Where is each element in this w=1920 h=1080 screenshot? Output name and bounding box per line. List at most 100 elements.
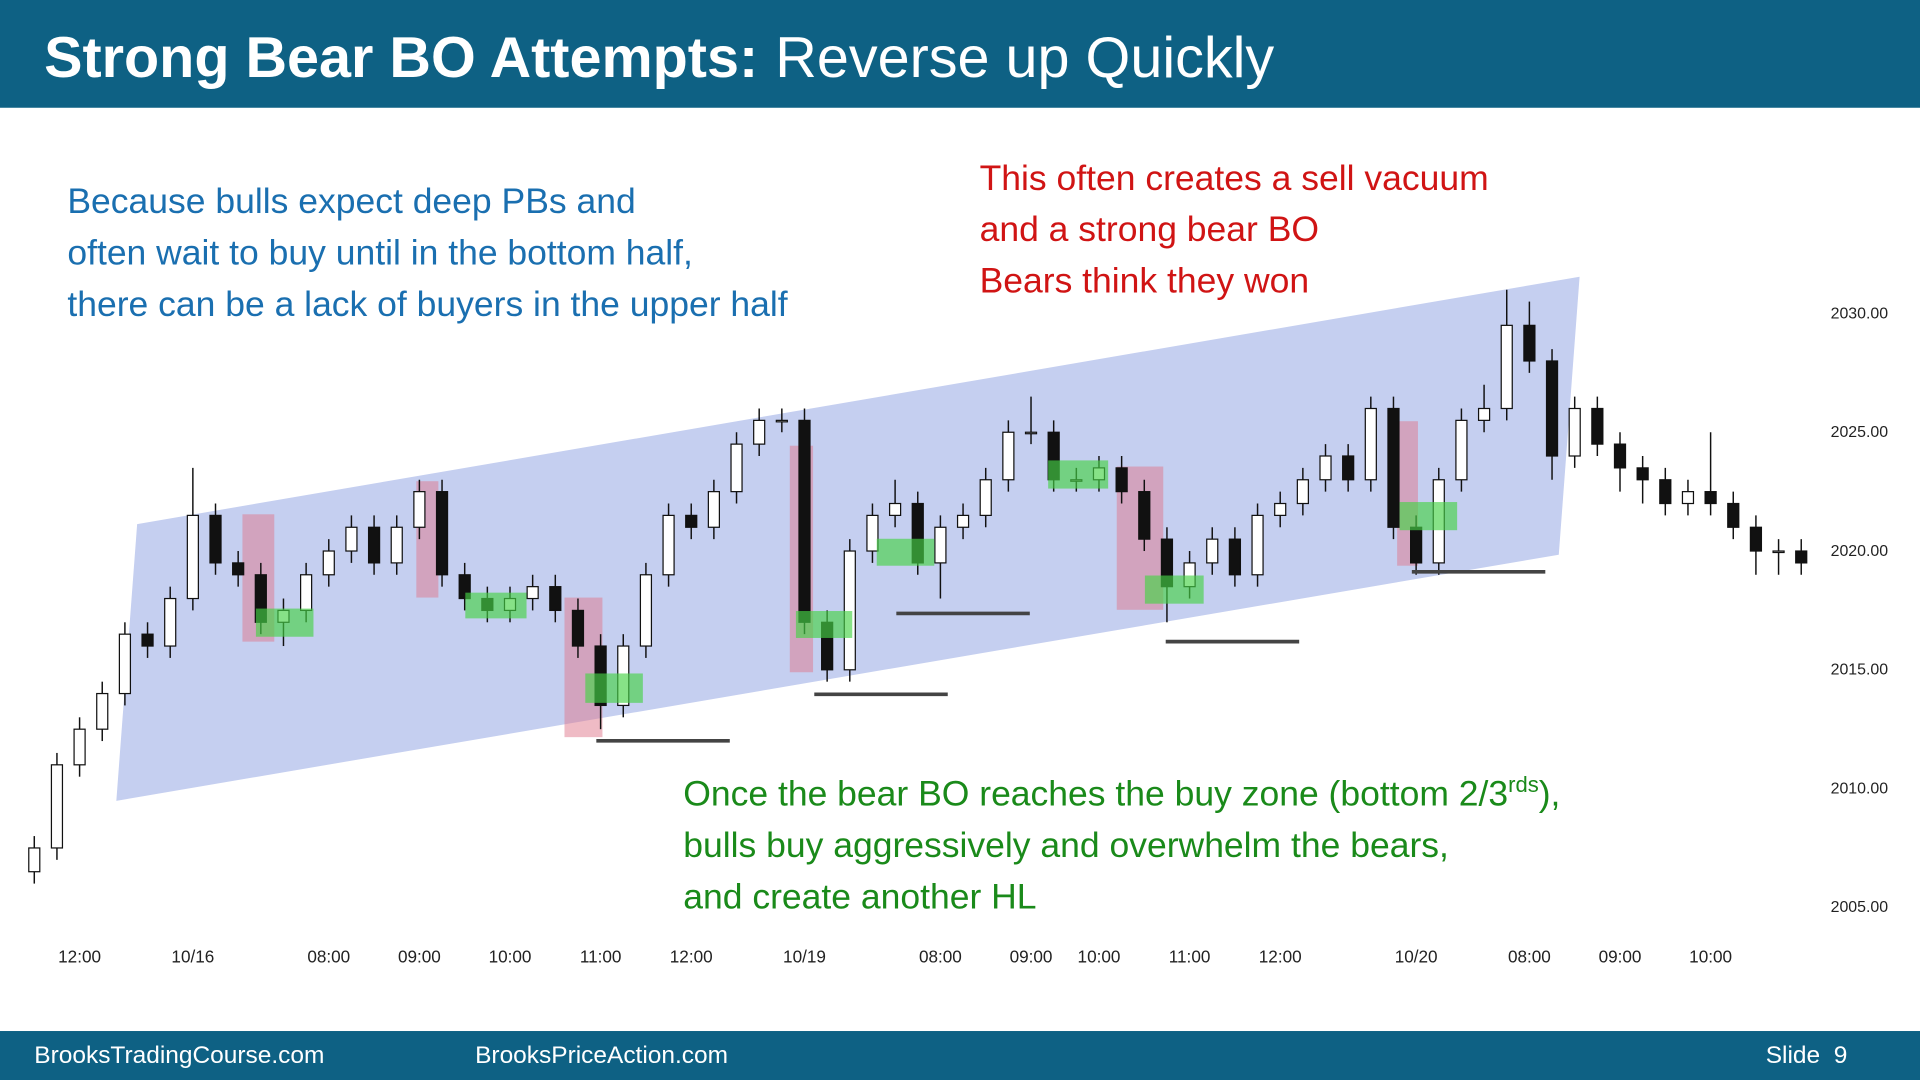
axes: 2005.00 2010.00 2015.00 2020.00 2025.00 2030.… [58, 305, 1888, 966]
candle-body [526, 586, 539, 600]
candle-body [1138, 491, 1151, 540]
candle-body [28, 847, 41, 873]
candle-body [300, 574, 313, 612]
candle-body [1206, 538, 1219, 564]
candle-body [73, 728, 86, 766]
candle-body [685, 514, 698, 528]
slide-number: Slide 9 [1766, 1042, 1848, 1069]
candle-body [1115, 467, 1128, 493]
buy-zone [876, 538, 935, 566]
candle-body [1319, 455, 1332, 481]
y-tick-label: 2025.00 [1831, 424, 1889, 441]
candle-body [888, 502, 902, 517]
annotation-line: often wait to buy until in the bottom ha… [67, 232, 693, 272]
candle-body [1681, 491, 1695, 505]
y-tick-label: 2005.00 [1831, 899, 1889, 916]
candle-body [232, 562, 245, 576]
buy-zone [465, 592, 527, 619]
candle-body [1568, 407, 1581, 457]
buy-zone [1048, 460, 1109, 489]
annotation-line: Once the bear BO reaches the buy zone (b… [683, 772, 1560, 813]
candle-body [50, 764, 64, 849]
candle-body [367, 526, 381, 564]
x-tick-label: 11:00 [1169, 946, 1211, 966]
candle-body [1500, 324, 1513, 410]
candle-body [571, 609, 585, 647]
candle-body [1749, 526, 1763, 552]
candle-body [1364, 407, 1377, 481]
channel [116, 276, 1580, 801]
x-tick-label: 10:00 [1078, 946, 1121, 966]
x-tick-label: 08:00 [307, 946, 350, 966]
title-bold: Strong Bear BO Attempts: [44, 26, 758, 90]
candle-body [164, 597, 177, 647]
candle-body [1024, 431, 1038, 435]
buy-zone [585, 673, 643, 703]
candle-body [1387, 407, 1400, 528]
candle-body [413, 491, 426, 528]
candle-body [730, 443, 743, 493]
candle-body [118, 633, 132, 695]
x-tick-label: 10/19 [783, 946, 826, 966]
x-tick-label: 12:00 [1259, 946, 1302, 966]
candle-body [1274, 502, 1287, 517]
candle-body [979, 479, 992, 516]
annotation-text: Once the bear BO reaches the buy zone (b… [683, 774, 1508, 814]
buy-zone [255, 608, 314, 637]
header-bar [0, 0, 1920, 108]
candle-body [1523, 324, 1536, 362]
footer-bar [0, 1031, 1920, 1080]
annotation-line: and create another HL [683, 877, 1036, 917]
annotation-line: Because bulls expect deep PBs and [67, 181, 635, 221]
candle-body [934, 526, 947, 564]
x-tick-label: 10:00 [1689, 946, 1732, 966]
annotation-line: and a strong bear BO [980, 209, 1319, 249]
buy-zones [255, 460, 1546, 743]
x-tick-label: 11:00 [580, 946, 622, 966]
y-tick-label: 2010.00 [1831, 780, 1889, 797]
annotation-superscript: rds [1508, 772, 1539, 797]
overlays [116, 276, 1580, 801]
x-tick-label: 10:00 [489, 946, 532, 966]
footer-link: BrooksTradingCourse.com [34, 1042, 324, 1069]
candle-body [843, 550, 856, 671]
annotation-line: Bears think they won [980, 261, 1310, 301]
y-tick-label: 2030.00 [1831, 305, 1889, 322]
candle-body [1002, 431, 1015, 481]
candle-body [1659, 479, 1672, 505]
x-tick-label: 09:00 [1010, 946, 1053, 966]
candle-body [956, 514, 970, 528]
blue-annotation: Because bulls expect deep PBs and often … [67, 181, 787, 324]
candle-body [1477, 407, 1491, 421]
x-tick-label: 08:00 [1508, 946, 1551, 966]
annotation-line: bulls buy aggressively and overwhelm the… [683, 825, 1449, 865]
candle-body [1613, 443, 1627, 469]
buy-zone [795, 611, 853, 638]
x-tick-label: 08:00 [919, 946, 962, 966]
x-tick-label: 10/20 [1395, 946, 1438, 966]
candle-body [345, 526, 358, 552]
candle-body [1545, 360, 1559, 457]
candle-body [1251, 514, 1264, 576]
candle-body [209, 514, 222, 564]
candle-body [1455, 419, 1468, 481]
candle-body [435, 491, 449, 576]
slide-title: Strong Bear BO Attempts: Reverse up Quick… [44, 26, 1274, 90]
x-tick-label: 12:00 [670, 946, 713, 966]
annotation-text: ), [1539, 774, 1561, 814]
candle-body [1296, 479, 1309, 505]
candle-body [141, 633, 154, 647]
candle-body [1704, 491, 1717, 505]
annotation-line: This often creates a sell vacuum [980, 158, 1489, 198]
footer: BrooksTradingCourse.com BrooksPriceActio… [34, 1042, 1847, 1069]
candle-body [798, 419, 811, 623]
candle-body [458, 574, 471, 600]
candle-body [775, 419, 788, 423]
title-rest: Reverse up Quickly [775, 26, 1274, 90]
footer-link: BrooksPriceAction.com [475, 1042, 728, 1069]
green-annotation: Once the bear BO reaches the buy zone (b… [683, 772, 1560, 916]
candle-body [322, 550, 335, 576]
buy-zone [1399, 502, 1458, 531]
